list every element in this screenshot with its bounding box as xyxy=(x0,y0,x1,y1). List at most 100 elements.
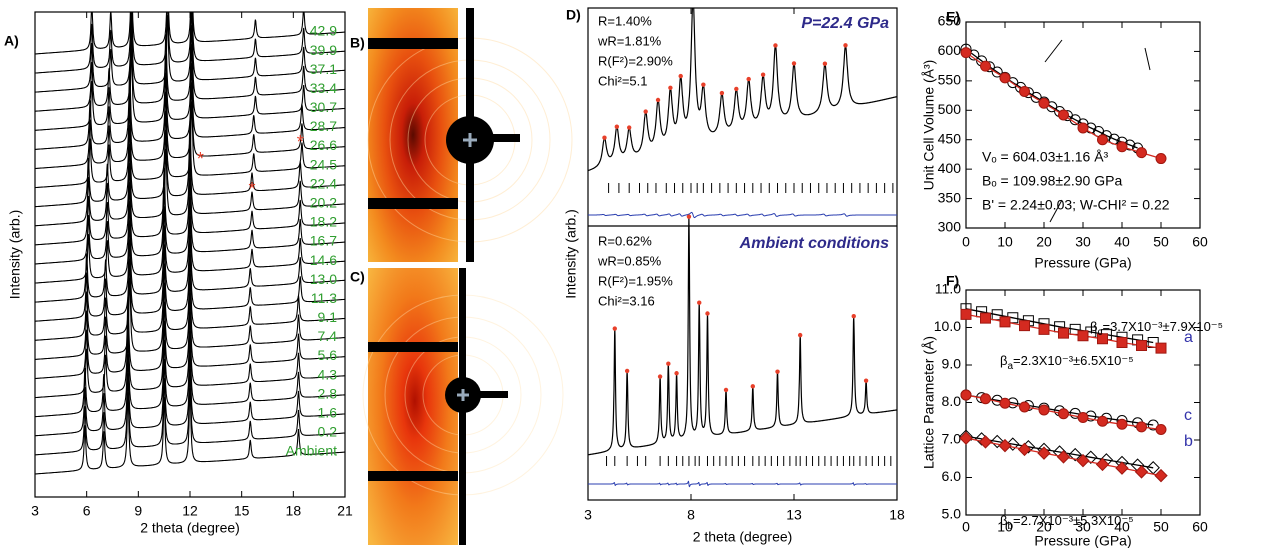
annotation: Bₒ = 109.98±2.90 GPa xyxy=(982,173,1122,189)
x-tick-label: 12 xyxy=(182,503,198,519)
observed-point xyxy=(851,314,856,319)
panel-label: D) xyxy=(566,7,581,23)
data-point xyxy=(1155,424,1167,435)
annotation: B' = 2.24±0.03; W-CHI² = 0.22 xyxy=(982,197,1170,213)
y-tick-label: 400 xyxy=(938,160,962,176)
observed-point xyxy=(822,61,828,66)
panel-label: E) xyxy=(946,9,960,25)
fit-statistic: Chi²=3.16 xyxy=(598,293,655,308)
data-point xyxy=(1038,323,1050,335)
beta-annotation: βb=2.7X10⁻³±5.3X10⁻⁵ xyxy=(1000,513,1134,531)
observed-point xyxy=(674,371,679,376)
data-point xyxy=(999,72,1011,84)
data-point xyxy=(1084,450,1098,464)
curve-label: a xyxy=(1184,329,1193,346)
pressure-label: 39.9 xyxy=(310,42,337,58)
data-point xyxy=(1136,147,1147,159)
data-point xyxy=(999,397,1011,409)
pressure-label: 18.2 xyxy=(310,214,337,230)
x-axis-label: Pressure (GPa) xyxy=(1034,255,1131,271)
x-tick-label: 20 xyxy=(1036,519,1052,535)
beta-subscript: a xyxy=(1007,361,1013,372)
data-point xyxy=(960,47,972,59)
data-point xyxy=(1058,408,1069,420)
beta-symbol: β xyxy=(1090,319,1097,334)
xrd-pattern xyxy=(35,12,345,74)
patterns xyxy=(35,12,345,475)
xrd-pattern xyxy=(35,44,345,131)
observed-point xyxy=(686,214,692,219)
y-tick-label: 500 xyxy=(938,101,962,117)
observed-point xyxy=(612,326,617,331)
pressure-label: 42.9 xyxy=(310,23,337,39)
data-point xyxy=(1116,337,1128,348)
data-point xyxy=(1019,401,1030,413)
asterisk: * xyxy=(197,149,204,169)
data-point xyxy=(1136,421,1147,433)
data-point xyxy=(1116,141,1128,153)
pressure-label: 13.0 xyxy=(310,271,337,287)
x-tick-label: 13 xyxy=(786,507,802,523)
x-tick-label: 0 xyxy=(962,234,970,250)
fit-line xyxy=(965,52,1162,160)
xrd-pattern xyxy=(35,25,345,112)
observed-point xyxy=(655,97,661,103)
data-point xyxy=(1077,122,1089,134)
x-tick-label: 30 xyxy=(1075,519,1091,535)
asterisk: * xyxy=(248,179,255,199)
observed-point xyxy=(760,72,766,77)
data-point xyxy=(1056,450,1071,464)
data-point xyxy=(1097,333,1108,345)
detector-bar xyxy=(368,342,458,352)
data-point xyxy=(1077,330,1089,342)
x-tick-label: 18 xyxy=(889,507,905,523)
observed-point xyxy=(773,43,778,48)
data-point xyxy=(1155,342,1167,354)
observed-point xyxy=(701,82,706,87)
data-point xyxy=(980,312,991,324)
x-tick-label: 60 xyxy=(1192,234,1208,250)
y-tick-label: 6.0 xyxy=(942,468,962,484)
x-tick-label: 20 xyxy=(1036,234,1052,250)
y-tick-label: 9.0 xyxy=(942,356,962,372)
image-background xyxy=(368,268,458,545)
y-axis-label: Intensity (arb.) xyxy=(7,210,23,299)
xrd-pattern xyxy=(35,12,345,93)
fit-line xyxy=(965,435,1154,469)
data-point xyxy=(1019,320,1030,332)
beta-symbol: β xyxy=(1000,513,1007,528)
y-tick-label: 7.0 xyxy=(942,431,962,447)
xrd-pattern xyxy=(35,330,345,418)
observed-point xyxy=(863,378,869,383)
observed-point xyxy=(775,369,780,374)
data-point xyxy=(1058,327,1069,339)
data-point xyxy=(1038,404,1050,416)
x-tick-label: 40 xyxy=(1114,519,1130,535)
detector-bar xyxy=(459,268,466,545)
observed-point xyxy=(697,300,702,305)
data-point xyxy=(1017,442,1032,457)
annotation-pointer xyxy=(1049,199,1063,223)
xrd-pattern xyxy=(35,292,345,380)
data-point xyxy=(960,389,972,401)
xrd-pattern xyxy=(35,216,345,303)
pressure-label: 4.3 xyxy=(318,366,338,382)
pressure-label: 14.6 xyxy=(310,252,337,268)
data-point xyxy=(1006,437,1020,451)
observed-point xyxy=(614,124,620,129)
pressure-label: 11.3 xyxy=(311,290,337,306)
data-point xyxy=(1116,418,1128,430)
observed-point xyxy=(791,61,797,66)
xrd-pattern xyxy=(35,368,345,456)
pressure-label: 33.4 xyxy=(310,80,337,96)
annotation: Vₒ = 604.03±1.16 Å³ xyxy=(982,149,1109,165)
xrd-pattern xyxy=(35,254,345,341)
pressure-label: 24.5 xyxy=(310,156,337,172)
beam-center xyxy=(457,389,469,401)
fit-statistic: R=0.62% xyxy=(598,233,652,248)
fit-statistic: R=1.40% xyxy=(598,13,652,28)
y-tick-label: 11.0 xyxy=(935,281,961,297)
observed-point xyxy=(627,125,632,130)
diffraction-image-c xyxy=(362,268,564,545)
x-tick-label: 3 xyxy=(584,507,592,523)
